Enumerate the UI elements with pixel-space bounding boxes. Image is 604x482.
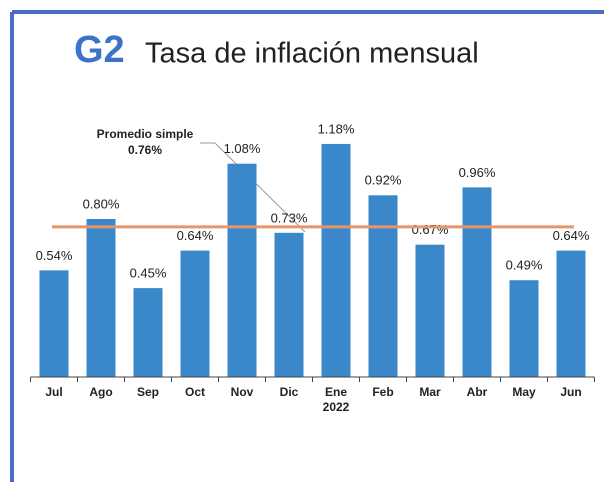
x-tick-label: Jun xyxy=(560,385,581,399)
x-tick-label: Abr xyxy=(467,385,488,399)
bar xyxy=(509,280,539,377)
value-label: 1.18% xyxy=(318,121,355,136)
value-label: 0.67% xyxy=(412,222,449,237)
title-badge: G2 xyxy=(74,29,125,71)
bar xyxy=(415,244,445,377)
x-tick-label: Sep xyxy=(137,385,159,399)
x-tick-label: Ene xyxy=(325,385,347,399)
value-label: 0.92% xyxy=(365,173,402,188)
value-label: 0.80% xyxy=(83,196,120,211)
bar xyxy=(133,288,163,377)
chart-title: Tasa de inflación mensual xyxy=(145,38,479,70)
bar xyxy=(462,187,492,377)
x-tick-label: Ago xyxy=(89,385,112,399)
value-label: 0.73% xyxy=(271,210,308,225)
bar xyxy=(227,163,257,377)
bar xyxy=(86,219,116,377)
leader-line xyxy=(200,142,306,233)
average-value-label: 0.76% xyxy=(128,143,162,157)
value-label: 0.64% xyxy=(553,228,590,243)
x-tick-label: May xyxy=(512,385,536,399)
bar xyxy=(274,232,304,377)
year-label: 2022 xyxy=(323,400,350,414)
value-label: 0.45% xyxy=(130,266,167,281)
value-label: 0.49% xyxy=(506,258,543,273)
bar xyxy=(556,250,586,377)
x-tick-label: Jul xyxy=(45,385,62,399)
x-tick-label: Oct xyxy=(185,385,205,399)
average-label: Promedio simple xyxy=(97,127,194,141)
x-tick-label: Nov xyxy=(231,385,254,399)
value-label: 0.54% xyxy=(36,248,73,263)
x-tick-label: Dic xyxy=(280,385,299,399)
x-tick-label: Feb xyxy=(372,385,393,399)
bar xyxy=(39,270,69,377)
bar xyxy=(368,195,398,377)
bar xyxy=(321,143,351,377)
value-label: 0.96% xyxy=(459,165,496,180)
bar xyxy=(180,250,210,377)
value-label: 0.64% xyxy=(177,228,214,243)
value-label: 1.08% xyxy=(224,141,261,156)
x-tick-label: Mar xyxy=(419,385,441,399)
